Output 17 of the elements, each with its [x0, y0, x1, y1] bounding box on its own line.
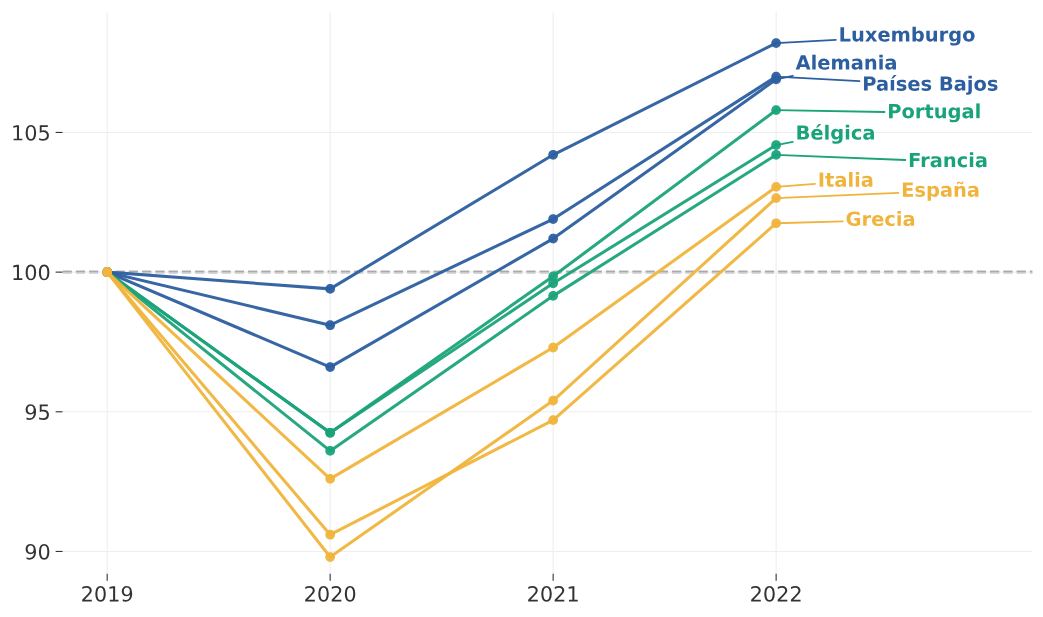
text: Francia: [909, 152, 987, 168]
legend-label: Luxemburgo: [840, 26, 975, 46]
x-tick-label: 2020: [305, 585, 356, 602]
legend-label: Bélgica: [797, 124, 874, 144]
series-label: Alemania: [795, 54, 896, 70]
text: Portugal: [889, 103, 980, 123]
y-tick-label: 100: [13, 264, 50, 281]
x-tick-label: 2019: [82, 585, 133, 602]
x-tick-label: 2021: [528, 585, 578, 602]
y-tick-label: 95: [25, 404, 49, 421]
y-tick-label: 105: [13, 124, 49, 141]
y-tick-label: 90: [25, 543, 50, 560]
x-tick-label: 2022: [751, 585, 801, 602]
legend-label: Grecia: [846, 211, 915, 227]
legend-label: Italia: [819, 171, 873, 188]
text: España: [902, 181, 979, 201]
legend-label: Países Bajos: [864, 75, 998, 95]
